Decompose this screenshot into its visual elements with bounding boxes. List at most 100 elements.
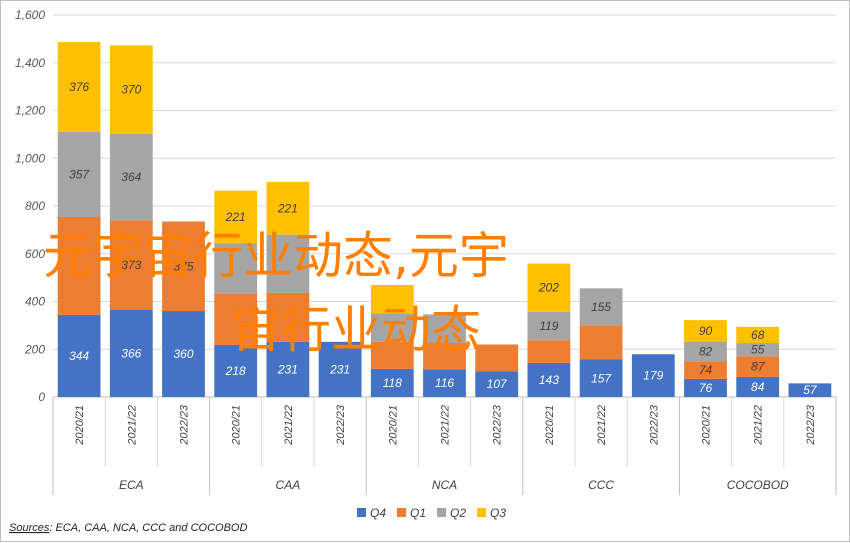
bar-q4 (475, 371, 519, 397)
bar-q3 (109, 45, 153, 134)
group-label: COCOBOD (727, 478, 789, 492)
legend-swatch (437, 508, 446, 517)
bar-q4 (423, 369, 466, 397)
y-tick-label: 1,200 (15, 104, 45, 118)
bar-q4 (266, 341, 310, 397)
data-label: 221 (225, 210, 246, 224)
bar-q2 (109, 133, 153, 221)
bar-q4 (579, 359, 623, 397)
bar-q4 (318, 341, 362, 397)
data-label: 76 (699, 381, 713, 395)
data-label: 366 (121, 346, 141, 360)
group-label: NCA (432, 478, 457, 492)
data-label: 57 (803, 383, 818, 397)
period-label: 2021/22 (283, 405, 295, 446)
data-label: 357 (69, 167, 90, 181)
bar-q4 (109, 309, 153, 397)
bar-q4 (788, 383, 832, 397)
bar-q4 (736, 376, 780, 397)
bar-q1 (736, 356, 780, 377)
bar-q1 (527, 340, 571, 363)
source-note: Sources: ECA, CAA, NCA, CCC and COCOBOD (9, 522, 247, 534)
y-tick-label: 1,400 (15, 56, 45, 70)
group-label: ECA (119, 478, 144, 492)
bar-q3 (736, 326, 780, 344)
y-tick-label: 200 (24, 342, 45, 356)
source-label: Sources (9, 522, 50, 534)
legend-swatch (357, 508, 366, 517)
legend-swatch (477, 508, 486, 517)
data-label: 143 (539, 373, 559, 387)
y-tick-label: 800 (25, 199, 45, 213)
legend-label: Q1 (410, 506, 426, 520)
overlay-text-line2: 宙行业动态 (231, 301, 481, 359)
data-label: 55 (751, 343, 765, 357)
data-label: 376 (69, 80, 89, 94)
bar-q3 (370, 285, 414, 314)
bar-q4 (527, 362, 571, 397)
data-label: 231 (329, 362, 350, 376)
data-label: 364 (121, 170, 141, 184)
bar-q3 (266, 181, 310, 235)
period-label: 2020/21 (544, 405, 556, 446)
data-label: 370 (121, 82, 141, 96)
period-label: 2022/23 (179, 404, 191, 446)
overlay-text-line1: 元宇宙行业动态,元宇 (43, 227, 509, 285)
data-label: 231 (277, 362, 298, 376)
data-label: 360 (173, 347, 193, 361)
period-label: 2020/21 (387, 405, 399, 446)
bar-q2 (214, 243, 258, 294)
bar-q3 (684, 320, 727, 342)
bar-q3 (527, 263, 571, 312)
data-label: 218 (225, 364, 246, 378)
data-label: 373 (121, 258, 141, 272)
bar-q2 (579, 288, 623, 326)
bar-q1 (162, 221, 205, 312)
data-label: 119 (539, 319, 558, 333)
legend-label: Q2 (450, 506, 466, 520)
bar-q2 (370, 313, 414, 342)
bar-q2 (423, 314, 466, 344)
y-tick-label: 0 (38, 390, 45, 404)
bar-q2 (266, 234, 310, 293)
group-label: CCC (588, 478, 614, 492)
data-label: 344 (69, 349, 89, 363)
data-label: 90 (699, 324, 713, 338)
data-label: 221 (277, 201, 298, 215)
bar-q4 (370, 368, 414, 397)
data-label: 82 (699, 344, 713, 358)
bar-q4 (57, 314, 101, 397)
period-label: 2020/21 (701, 405, 713, 446)
bar-q1 (57, 216, 101, 315)
data-label: 68 (751, 328, 765, 342)
y-tick-label: 400 (25, 295, 45, 309)
bar-q2 (57, 131, 101, 217)
data-label: 155 (591, 300, 611, 314)
data-label: 74 (699, 363, 713, 377)
legend-swatch (397, 508, 406, 517)
y-tick-label: 1,600 (15, 8, 45, 22)
period-label: 2021/22 (126, 405, 138, 446)
bar-q3 (57, 41, 101, 132)
data-label: 202 (538, 281, 559, 295)
data-label: 116 (435, 376, 454, 390)
bar-q1 (579, 325, 623, 360)
bar-q4 (631, 354, 675, 397)
bar-q2 (527, 311, 571, 341)
data-label: 375 (173, 259, 193, 273)
period-label: 2020/21 (231, 405, 243, 446)
period-label: 2020/21 (74, 405, 86, 446)
bar-q1 (214, 293, 258, 345)
bar-q1 (370, 341, 414, 369)
bar-q4 (684, 378, 727, 397)
period-label: 2021/22 (596, 405, 608, 446)
y-tick-label: 1,000 (15, 151, 45, 165)
bar-q3 (214, 190, 258, 244)
bar-q2 (736, 343, 780, 357)
group-label: CAA (276, 478, 301, 492)
period-label: 2022/23 (492, 404, 504, 446)
bar-q4 (214, 344, 258, 397)
data-label: 107 (487, 377, 508, 391)
period-label: 2022/23 (335, 404, 347, 446)
